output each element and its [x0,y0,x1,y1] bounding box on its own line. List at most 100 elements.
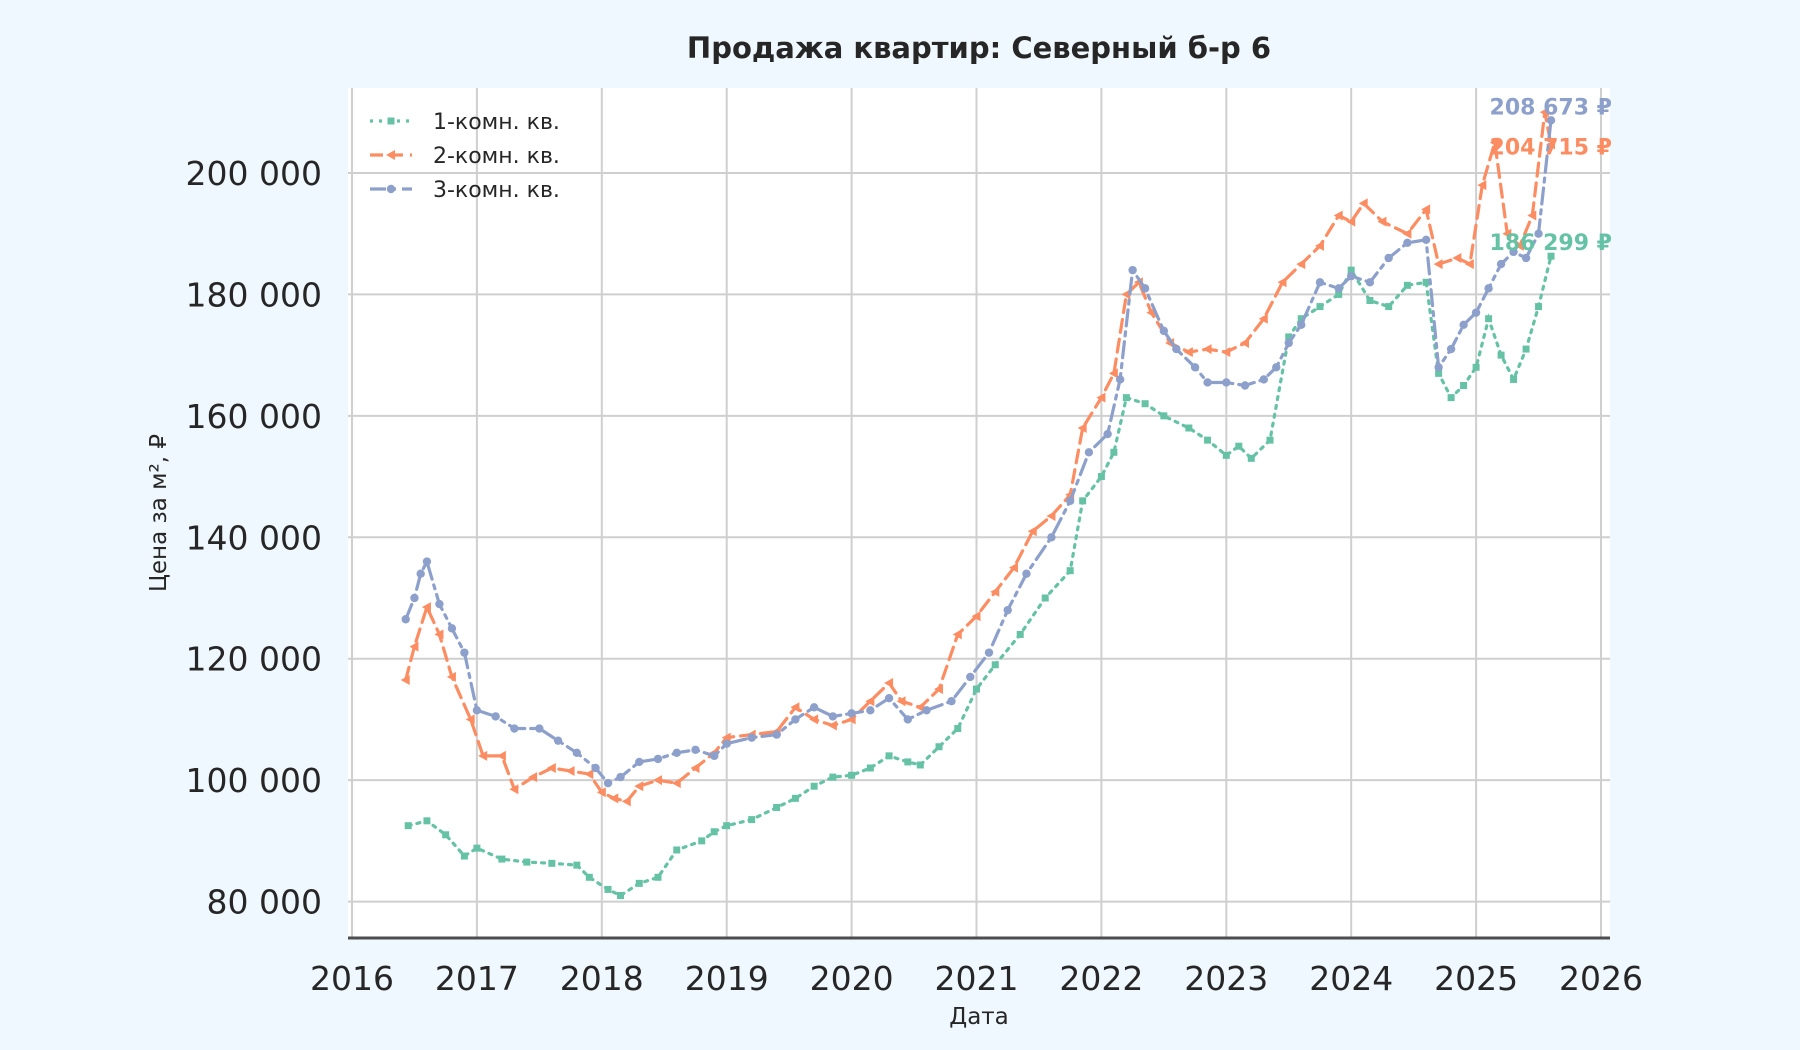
data-point [1484,284,1493,293]
data-point [634,781,644,792]
data-point [621,796,631,807]
data-point [904,758,912,766]
series-end-label: 186 299 ₽ [1490,231,1612,256]
y-tick-label: 160 000 [186,397,322,436]
data-point [1297,315,1305,323]
y-tick-label: 140 000 [186,518,322,557]
data-point [1203,378,1212,387]
data-point [1185,424,1193,432]
data-point [434,629,444,640]
data-point [1403,238,1412,248]
grid [348,88,1610,938]
data-point [1502,228,1512,239]
series-2 [400,107,1556,807]
data-point [1464,259,1474,270]
data-point [809,714,819,725]
data-point [1471,308,1481,317]
data-point [1277,277,1287,288]
data-point [604,885,612,893]
data-point [546,763,556,773]
data-point [991,661,999,669]
data-point [446,671,456,682]
legend-marker [386,184,396,194]
series-end-label: 204 715 ₽ [1490,135,1612,160]
data-point [1315,278,1325,287]
data-point [828,712,838,721]
data-point [884,678,894,688]
data-point [616,772,625,782]
data-point [1121,289,1131,300]
data-point [603,778,613,788]
data-point [885,752,893,760]
data-point [478,750,488,761]
data-point [1077,423,1087,433]
data-point [1016,630,1024,638]
data-point [1159,326,1169,336]
data-point [1285,333,1293,341]
data-point [447,624,457,633]
y-axis: 80 000 100 000 120 000 140 000 160 000 180 00… [186,154,322,922]
data-point [1079,497,1087,505]
series-end-label: 208 673 ₽ [1490,95,1612,120]
data-point [1403,281,1411,289]
data-point [1385,303,1393,311]
data-point [984,648,994,657]
plot-area [348,88,1610,938]
data-point [1115,375,1125,384]
data-point [747,733,756,742]
data-point [1485,315,1493,323]
data-point [423,817,431,825]
data-point [1347,266,1355,274]
data-point [1084,448,1094,457]
x-tick-label: 2024 [1309,959,1393,998]
data-point [591,763,600,773]
data-point [865,696,875,707]
data-point [528,772,538,783]
data-point [690,763,700,773]
data-point [827,720,837,731]
data-point [1266,436,1274,444]
data-point [1358,198,1368,209]
y-tick-label: 200 000 [186,154,322,193]
data-point [915,702,925,713]
data-point [635,879,643,887]
data-point [671,778,681,789]
data-point [1335,290,1343,298]
data-point [1047,533,1056,542]
data-point [1103,429,1112,439]
y-tick-label: 100 000 [186,761,322,800]
data-point [1459,320,1468,329]
data-point [548,859,556,867]
data-point [903,715,913,724]
data-point [1221,347,1231,358]
legend-label: 1-комн. кв. [433,110,560,135]
data-point [1446,344,1456,354]
data-point [1128,265,1137,275]
data-point [1514,240,1524,251]
data-point [509,784,519,795]
data-point [1259,375,1268,384]
legend-marker [387,117,395,125]
data-point [1509,247,1518,257]
data-point [584,769,594,780]
data-point [473,844,481,852]
data-point [847,709,856,718]
data-point [1535,303,1543,311]
data-point [698,837,706,845]
x-tick-label: 2023 [1184,959,1268,998]
data-point [409,641,419,652]
data-point [1510,375,1518,383]
series-1 [404,252,1555,899]
data-point [1477,180,1487,191]
data-point [1547,252,1555,260]
data-point [1496,259,1506,269]
data-point [1447,394,1455,402]
data-point [573,861,581,869]
data-point [565,766,575,777]
x-tick-label: 2022 [1059,959,1143,998]
data-point [1296,259,1306,270]
data-point [1460,382,1468,389]
legend-label: 2-комн. кв. [433,144,560,169]
legend-entry: 2-комн. кв. [370,144,560,169]
x-tick-label: 2026 [1559,959,1643,998]
